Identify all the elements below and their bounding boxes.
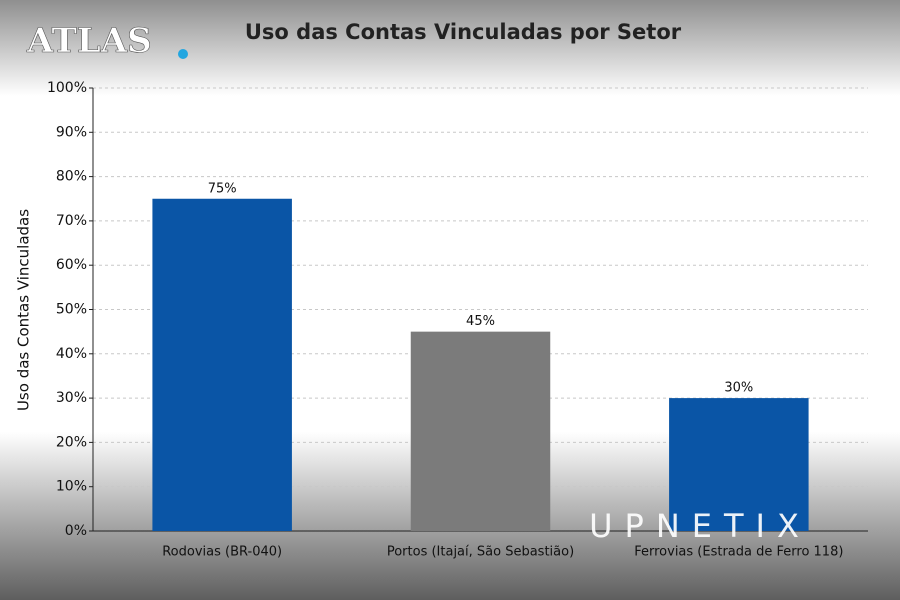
value-label: 45% (466, 314, 495, 329)
y-tick-label: 10% (56, 479, 87, 495)
x-tick-label: Portos (Itajaí, São Sebastião) (387, 545, 574, 560)
logo: ATLAS (26, 21, 152, 61)
y-tick-label: 100% (47, 80, 87, 96)
y-tick-label: 50% (56, 302, 87, 318)
bar (669, 398, 809, 531)
x-tick-label: Rodovias (BR-040) (162, 545, 282, 560)
y-axis-label: Uso das Contas Vinculadas (15, 209, 33, 411)
value-label: 75% (208, 181, 237, 196)
y-tick-label: 70% (56, 213, 87, 229)
y-tick-label: 30% (56, 390, 87, 406)
y-tick-label: 40% (56, 346, 87, 362)
bar (410, 331, 551, 531)
y-tick-label: 80% (56, 169, 87, 185)
chart-title: Uso das Contas Vinculadas por Setor (245, 20, 682, 44)
logo-dot (178, 49, 188, 59)
y-tick-label: 20% (56, 434, 87, 450)
brand-watermark: UPNETIX (589, 507, 811, 545)
y-tick-label: 90% (56, 124, 87, 140)
value-label: 30% (724, 381, 753, 396)
y-tick-label: 0% (65, 523, 87, 539)
bar (152, 198, 292, 531)
x-tick-label: Ferrovias (Estrada de Ferro 118) (634, 545, 843, 560)
y-tick-label: 60% (56, 257, 87, 273)
